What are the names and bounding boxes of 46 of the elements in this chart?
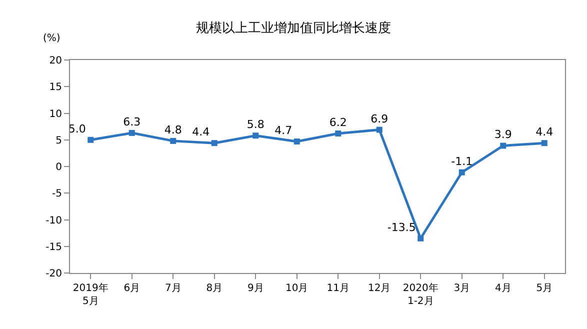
point [294, 138, 300, 144]
data-label: 6.2 [329, 116, 347, 129]
point [211, 140, 218, 146]
data-label: 5.8 [246, 118, 264, 132]
data-label: 4.4 [536, 126, 554, 139]
point [458, 169, 465, 176]
data-label: 3.9 [494, 128, 512, 142]
point [335, 130, 342, 136]
point [418, 235, 424, 242]
point [376, 126, 382, 133]
x-tick-label: 12月 [368, 283, 391, 294]
x-tick-label: 3月 [454, 283, 470, 294]
data-label: 6.3 [123, 115, 141, 128]
data-label: 6.9 [370, 112, 388, 126]
x-tick-label: 6月 [124, 283, 140, 294]
x-tick-label: 9月 [247, 283, 264, 294]
x-tick-label: 10月 [286, 283, 308, 294]
y-tick-label: 10 [49, 108, 62, 120]
y-tick-label: 15 [49, 82, 62, 94]
y-tick-label: -5 [52, 188, 62, 200]
data-label: 4.8 [164, 123, 182, 136]
data-label: 4.4 [192, 126, 210, 139]
x-tick-label: 5月 [536, 283, 553, 294]
data-label: -1.1 [451, 154, 473, 168]
y-axis-title: (%) [43, 33, 60, 44]
x-tick-label: 4月 [494, 283, 512, 294]
y-tick-label: 5 [56, 135, 62, 146]
data-label: -13.5 [387, 220, 416, 234]
x-tick-label: 2020年 1-2月 [402, 282, 438, 307]
chart-title: 规模以上工业增加值同比增长速度 [196, 20, 391, 36]
point [170, 138, 176, 144]
data-label: 4.7 [274, 124, 292, 137]
x-tick-label: 8月 [206, 283, 223, 294]
y-tick-label: -15 [46, 242, 62, 253]
x-tick-label: 11月 [326, 283, 350, 294]
x-tick-label: 7月 [164, 283, 182, 294]
y-tick-label: 0 [56, 162, 62, 173]
y-tick-label: -20 [46, 268, 62, 280]
point [252, 132, 259, 139]
y-tick-label: 20 [49, 56, 62, 66]
y-tick-label: -10 [46, 215, 62, 226]
point [500, 142, 506, 149]
x-tick-label: 2019年 5月 [72, 282, 108, 307]
point [128, 130, 135, 136]
point [541, 140, 548, 146]
point [88, 136, 94, 143]
